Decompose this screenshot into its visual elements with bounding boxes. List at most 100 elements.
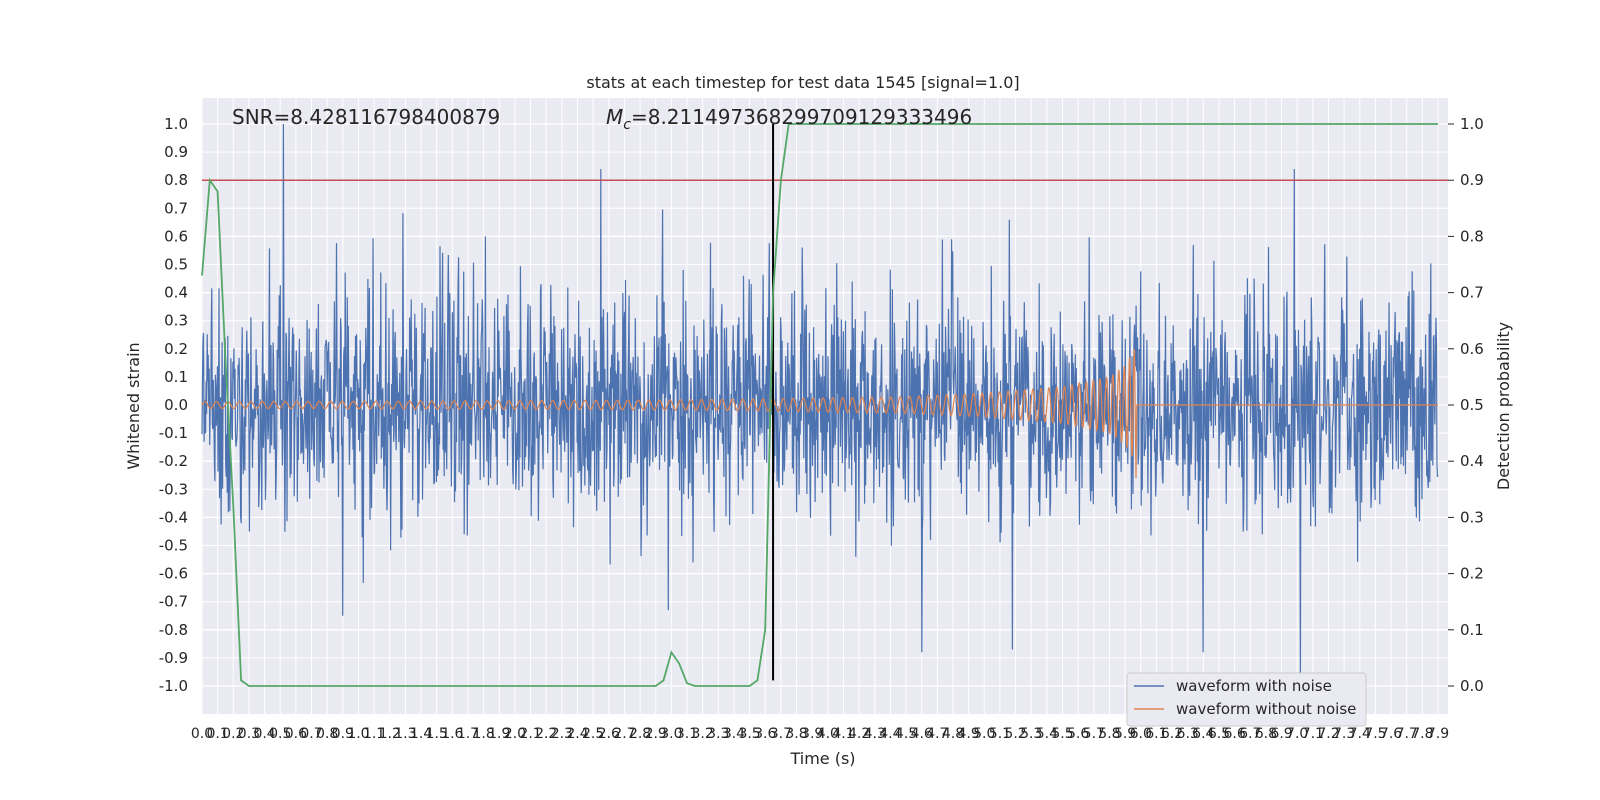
x-tick-label: 7.1	[1302, 726, 1324, 742]
x-tick-label: 5.4	[1036, 726, 1058, 742]
x-tick-label: 7.9	[1427, 726, 1449, 742]
x-tick-label: 3.7	[770, 726, 792, 742]
y-tick-label-right: 0.1	[1460, 621, 1484, 639]
x-tick-label: 2.1	[519, 726, 541, 742]
x-tick-label: 2.5	[582, 726, 604, 742]
y-tick-label-left: -0.2	[159, 452, 188, 470]
x-tick-label: 6.0	[1130, 726, 1152, 742]
x-tick-label: 4.6	[911, 726, 933, 742]
x-tick-label: 3.5	[738, 726, 760, 742]
x-tick-label: 1.4	[410, 726, 432, 742]
y-tick-label-left: 0.1	[164, 368, 188, 386]
probability-trace	[201, 123, 1438, 687]
x-tick-label: 7.2	[1317, 726, 1339, 742]
x-tick-label: 2.2	[535, 726, 557, 742]
x-tick-label: 1.2	[379, 726, 401, 742]
x-axis-label: Time (s)	[789, 749, 855, 768]
x-tick-label: 1.0	[347, 726, 369, 742]
x-tick-label: 7.4	[1349, 726, 1371, 742]
x-tick-label: 1.3	[394, 726, 416, 742]
x-tick-label: 3.0	[660, 726, 682, 742]
x-tick-label: 4.0	[817, 726, 839, 742]
legend-label-noise: waveform with noise	[1176, 677, 1332, 695]
x-tick-label: 2.8	[629, 726, 651, 742]
x-tick-label: 5.9	[1114, 726, 1136, 742]
y-tick-label-right: 0.7	[1460, 284, 1484, 302]
tick-labels: 0.00.10.20.30.40.50.60.70.80.91.01.11.21…	[159, 115, 1484, 742]
y-tick-label-left: -0.4	[159, 508, 188, 526]
y-tick-label-left: 0.7	[164, 199, 188, 217]
y-axis-label-left: Whitened strain	[124, 342, 143, 469]
x-tick-label: 7.0	[1286, 726, 1308, 742]
x-tick-label: 7.8	[1411, 726, 1433, 742]
x-tick-label: 0.6	[285, 726, 307, 742]
x-tick-label: 6.1	[1145, 726, 1167, 742]
y-tick-label-right: 0.6	[1460, 340, 1484, 358]
x-tick-label: 4.9	[958, 726, 980, 742]
x-tick-label: 1.9	[488, 726, 510, 742]
y-tick-label-left: 0.0	[164, 396, 188, 414]
x-tick-label: 1.8	[472, 726, 494, 742]
x-tick-label: 2.4	[566, 726, 588, 742]
snr-annotation: SNR=8.428116798400879	[232, 105, 500, 129]
y-axis-label-right: Detection probability	[1494, 322, 1513, 490]
x-tick-label: 0.1	[207, 726, 229, 742]
x-tick-label: 3.4	[723, 726, 745, 742]
noise-trace	[201, 123, 1439, 681]
y-tick-label-right: 1.0	[1460, 115, 1484, 133]
y-tick-label-right: 0.4	[1460, 452, 1484, 470]
legend-label-clean: waveform without noise	[1176, 700, 1356, 718]
x-tick-label: 0.7	[300, 726, 322, 742]
series-detection-probability	[201, 123, 1438, 687]
x-tick-label: 1.7	[457, 726, 479, 742]
y-tick-label-right: 0.8	[1460, 227, 1484, 245]
y-tick-label-left: -0.3	[159, 480, 188, 498]
mc-subscript: c	[623, 117, 631, 133]
clean-trace	[201, 349, 1438, 479]
y-tick-label-left: -0.8	[159, 621, 188, 639]
x-tick-label: 6.7	[1239, 726, 1261, 742]
x-tick-label: 3.1	[676, 726, 698, 742]
y-tick-label-right: 0.5	[1460, 396, 1484, 414]
y-tick-label-left: 0.3	[164, 312, 188, 330]
y-tick-label-left: -1.0	[159, 677, 188, 695]
x-tick-label: 0.2	[222, 726, 244, 742]
y-tick-label-left: 0.8	[164, 171, 188, 189]
x-tick-label: 5.3	[1020, 726, 1042, 742]
x-tick-label: 0.0	[191, 726, 213, 742]
x-tick-label: 4.8	[942, 726, 964, 742]
x-tick-label: 5.8	[1098, 726, 1120, 742]
x-tick-label: 6.4	[1192, 726, 1214, 742]
x-tick-label: 3.3	[707, 726, 729, 742]
y-tick-label-left: -0.9	[159, 649, 188, 667]
y-tick-label-left: 0.9	[164, 143, 188, 161]
x-tick-label: 4.7	[926, 726, 948, 742]
x-tick-label: 6.3	[1177, 726, 1199, 742]
x-tick-label: 5.0	[973, 726, 995, 742]
x-tick-label: 7.7	[1396, 726, 1418, 742]
x-tick-label: 6.9	[1270, 726, 1292, 742]
x-tick-label: 7.6	[1380, 726, 1402, 742]
x-tick-label: 2.7	[613, 726, 635, 742]
x-tick-label: 1.1	[363, 726, 385, 742]
series-waveform-with-noise	[201, 123, 1439, 681]
y-tick-label-left: 0.2	[164, 340, 188, 358]
x-tick-label: 6.8	[1255, 726, 1277, 742]
reference-lines	[202, 124, 1448, 681]
legend: waveform with noise waveform without noi…	[1126, 672, 1367, 727]
x-tick-label: 2.3	[551, 726, 573, 742]
x-tick-label: 5.2	[1004, 726, 1026, 742]
y-tick-label-left: -0.1	[159, 424, 188, 442]
x-tick-label: 2.9	[645, 726, 667, 742]
x-tick-label: 2.0	[504, 726, 526, 742]
y-tick-label-left: 0.6	[164, 227, 188, 245]
y-tick-label-right: 0.2	[1460, 565, 1484, 583]
x-tick-label: 0.4	[253, 726, 275, 742]
x-tick-label: 3.9	[801, 726, 823, 742]
y-tick-label-right: 0.9	[1460, 171, 1484, 189]
y-tick-label-left: -0.5	[159, 537, 188, 555]
x-tick-label: 1.6	[441, 726, 463, 742]
x-tick-label: 7.3	[1333, 726, 1355, 742]
chart-title: stats at each timestep for test data 154…	[586, 73, 1019, 92]
